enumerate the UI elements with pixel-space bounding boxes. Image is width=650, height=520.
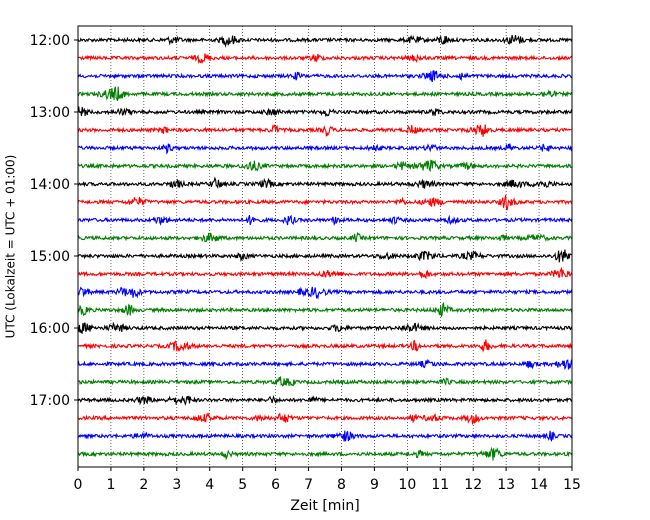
- x-tick-label: 9: [370, 477, 379, 493]
- trace-1600: [77, 321, 573, 334]
- x-axis-ticks: 0 1 2 3 4 5 6 7 8 9 10 11 12 13 14 15: [74, 467, 581, 493]
- trace-1445: [77, 231, 573, 243]
- trace-1215: [77, 53, 573, 65]
- x-tick-label: 0: [74, 477, 83, 493]
- x-tick-label: 4: [205, 477, 214, 493]
- y-tick-label: 12:00: [30, 33, 70, 49]
- trace-1615: [77, 339, 573, 353]
- trace-1300: [77, 106, 573, 118]
- x-tick-label: 14: [530, 477, 548, 493]
- y-tick-label: 13:00: [30, 105, 70, 121]
- trace-1745: [77, 446, 573, 461]
- trace-1345: [77, 159, 573, 172]
- y-tick-label: 15:00: [30, 249, 70, 265]
- trace-1500: [77, 249, 573, 263]
- x-tick-label: 13: [497, 477, 515, 493]
- x-tick-label: 7: [304, 477, 313, 493]
- x-tick-label: 8: [337, 477, 346, 493]
- trace-1530: [77, 286, 573, 300]
- trace-1315: [77, 124, 573, 137]
- trace-1545: [77, 301, 573, 317]
- seismogram-traces: [77, 34, 573, 461]
- x-tick-label: 2: [139, 477, 148, 493]
- trace-1630: [77, 358, 573, 371]
- plot-frame: [77, 25, 573, 468]
- trace-1645: [77, 376, 573, 388]
- y-axis-label: UTC (Lokalzeit = UTC + 01:00): [4, 155, 18, 339]
- x-tick-label: 3: [172, 477, 181, 493]
- x-tick-label: 11: [431, 477, 449, 493]
- trace-1230: [77, 70, 573, 83]
- trace-1730: [77, 430, 573, 442]
- x-tick-label: 10: [398, 477, 416, 493]
- trace-1330: [77, 143, 573, 155]
- x-tick-label: 6: [271, 477, 280, 493]
- y-tick-label: 17:00: [30, 393, 70, 409]
- trace-1430: [77, 214, 573, 226]
- x-axis-label: Zeit [min]: [290, 498, 359, 514]
- x-tick-label: 5: [238, 477, 247, 493]
- trace-1200: [77, 34, 573, 48]
- trace-1400: [77, 176, 573, 189]
- x-tick-label: 15: [563, 477, 581, 493]
- trace-1715: [77, 412, 572, 425]
- y-tick-label: 14:00: [30, 177, 70, 193]
- trace-1515: [77, 266, 573, 280]
- x-tick-label: 1: [106, 477, 115, 493]
- x-tick-label: 12: [464, 477, 482, 493]
- trace-1245: [77, 86, 572, 101]
- trace-1415: [77, 194, 573, 211]
- trace-1700: [77, 395, 573, 407]
- y-axis-ticks: 12:00 13:00 14:00 15:00 16:00 17:00: [30, 33, 78, 409]
- y-tick-label: 16:00: [30, 321, 70, 337]
